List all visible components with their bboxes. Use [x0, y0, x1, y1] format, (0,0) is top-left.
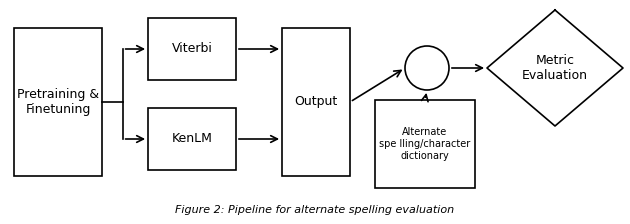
Circle shape	[405, 46, 449, 90]
Bar	[14, 28, 102, 176]
Text: KenLM: KenLM	[171, 133, 212, 146]
Bar	[282, 28, 350, 176]
Bar	[148, 108, 236, 170]
Text: Pretraining &
Finetuning: Pretraining & Finetuning	[17, 88, 99, 116]
Text: Output: Output	[294, 95, 338, 108]
Text: Metric
Evaluation: Metric Evaluation	[522, 54, 588, 82]
Text: Figure 2: Pipeline for alternate spelling evaluation: Figure 2: Pipeline for alternate spellin…	[175, 205, 455, 215]
Bar	[375, 100, 475, 188]
Text: Viterbi: Viterbi	[171, 43, 212, 56]
Bar	[148, 18, 236, 80]
Text: Alternate
spe lling/character
dictionary: Alternate spe lling/character dictionary	[379, 127, 471, 161]
